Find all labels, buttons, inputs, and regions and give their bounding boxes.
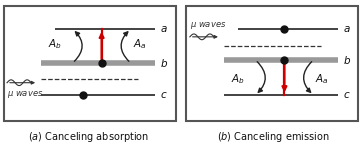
FancyBboxPatch shape xyxy=(186,6,358,121)
Text: $a$: $a$ xyxy=(160,24,168,34)
Text: $a$: $a$ xyxy=(343,24,350,34)
Text: $\mu$ waves: $\mu$ waves xyxy=(190,20,226,31)
Text: $A_b$: $A_b$ xyxy=(48,37,62,51)
Text: $(a)$ Canceling absorption: $(a)$ Canceling absorption xyxy=(28,130,149,144)
Text: $(b)$ Canceling emission: $(b)$ Canceling emission xyxy=(217,130,329,144)
Text: $A_a$: $A_a$ xyxy=(315,72,329,86)
Text: $\mu$ waves: $\mu$ waves xyxy=(7,89,43,100)
Text: $b$: $b$ xyxy=(343,54,351,66)
Text: $A_a$: $A_a$ xyxy=(132,37,146,51)
Text: $A_b$: $A_b$ xyxy=(231,72,245,86)
Text: $b$: $b$ xyxy=(160,57,168,69)
Text: $c$: $c$ xyxy=(160,90,168,100)
Text: $c$: $c$ xyxy=(343,90,350,100)
FancyBboxPatch shape xyxy=(4,6,176,121)
